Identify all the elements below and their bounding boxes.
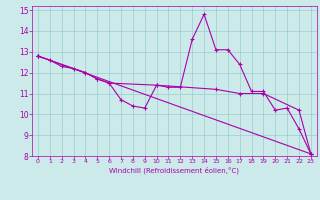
X-axis label: Windchill (Refroidissement éolien,°C): Windchill (Refroidissement éolien,°C)	[109, 167, 239, 174]
